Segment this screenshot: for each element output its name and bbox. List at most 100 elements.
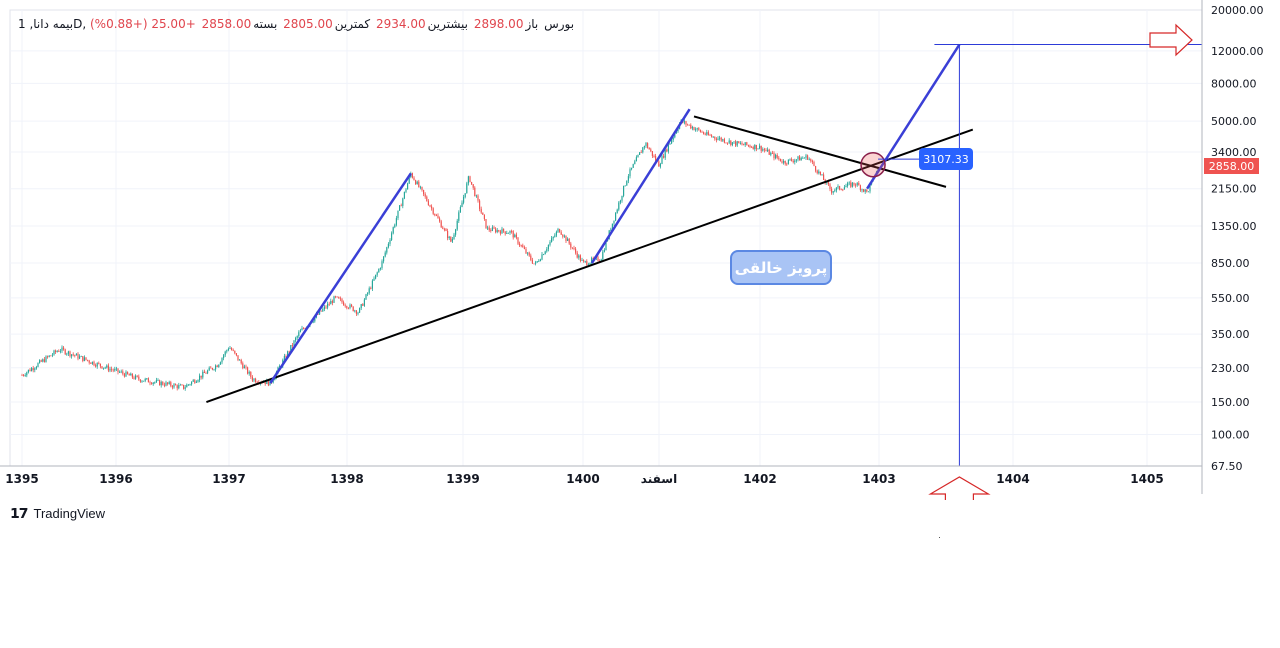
candle-body — [664, 149, 666, 158]
candle-body — [384, 252, 386, 257]
price-callout[interactable]: 3107.33 — [919, 148, 973, 170]
candle-body — [223, 355, 225, 359]
candle-body — [317, 314, 319, 315]
candle-body — [787, 159, 789, 164]
candle-body — [704, 133, 706, 135]
candle-body — [603, 250, 605, 252]
candle-body — [133, 377, 135, 379]
candle-body — [786, 163, 788, 165]
candle-body — [413, 177, 415, 181]
impulse-line — [866, 43, 961, 190]
candle-body — [856, 183, 858, 186]
candle-body — [290, 345, 292, 352]
candle-body — [703, 132, 705, 134]
candle-body — [573, 248, 575, 249]
candle-body — [99, 363, 101, 367]
x-tick-label: 1395 — [5, 472, 38, 486]
tradingview-logo-icon: 𝟭𝟳 — [10, 505, 29, 521]
y-tick-label: 550.00 — [1211, 292, 1250, 305]
candle-body — [39, 360, 41, 364]
candle-body — [739, 143, 741, 144]
candle-body — [232, 350, 234, 351]
x-tick-label: 1405 — [1130, 472, 1163, 486]
candle-body — [439, 218, 441, 222]
candle-body — [242, 363, 244, 369]
candle-body — [106, 365, 108, 368]
candle-body — [114, 368, 116, 371]
candle-body — [783, 160, 785, 163]
candle-body — [464, 193, 466, 198]
candle-body — [194, 380, 196, 383]
candle-body — [48, 355, 50, 357]
candle-body — [96, 363, 98, 367]
tradingview-brand: TradingView — [33, 506, 106, 521]
price-chart[interactable]: 20000.00 12000.00 8000.00 5000.00 3400.00 215… — [0, 0, 1280, 500]
low-value: 2805.00 — [283, 17, 333, 31]
candle-body — [471, 181, 473, 185]
candle-body — [50, 355, 52, 357]
candle-body — [456, 220, 458, 230]
candle-body — [458, 212, 460, 221]
candle-body — [159, 380, 161, 386]
candle-body — [67, 351, 69, 354]
candle-body — [152, 382, 154, 385]
candle-body — [535, 262, 537, 264]
candle-body — [431, 206, 433, 209]
low-label: کمترین — [334, 17, 371, 31]
candle-body — [376, 272, 378, 275]
candle-body — [368, 288, 370, 294]
candle-body — [621, 195, 623, 201]
candle-body — [538, 261, 540, 262]
candle-body — [720, 137, 722, 141]
candle-body — [336, 296, 338, 298]
candle-body — [215, 365, 217, 370]
candle-body — [691, 127, 693, 129]
candle-body — [216, 365, 218, 368]
candle-body — [533, 263, 535, 265]
candle-body — [810, 159, 812, 161]
candle-body — [144, 378, 146, 381]
candle-body — [245, 366, 247, 368]
candle-body — [395, 218, 397, 225]
chart-frame[interactable]: 20000.00 12000.00 8000.00 5000.00 3400.00 215… — [0, 0, 1280, 500]
candle-body — [333, 296, 335, 303]
candle-body — [119, 371, 121, 373]
candle-body — [778, 157, 780, 159]
candle-body — [459, 207, 461, 213]
candle-body — [146, 378, 148, 380]
candle-body — [131, 373, 133, 378]
candle-body — [450, 236, 452, 242]
candle-body — [581, 260, 583, 261]
candle-body — [755, 144, 757, 150]
candle-body — [218, 364, 220, 368]
candle-body — [544, 251, 546, 255]
candle-body — [738, 141, 740, 144]
tradingview-logo[interactable]: 𝟭𝟳 TradingView — [10, 505, 105, 522]
candle-body — [725, 142, 727, 144]
candle-body — [435, 215, 437, 216]
candle-body — [866, 189, 868, 192]
candle-body — [562, 234, 564, 237]
candle-body — [695, 129, 697, 131]
candle-body — [229, 348, 231, 349]
candle-body — [631, 167, 633, 170]
candle-body — [123, 373, 125, 377]
candle-body — [103, 367, 105, 369]
candle-body — [615, 212, 617, 221]
candle-body — [359, 308, 361, 313]
candle-body — [861, 189, 863, 191]
candle-body — [482, 212, 484, 215]
candle-body — [90, 362, 92, 364]
candle-body — [568, 238, 570, 244]
candle-body — [586, 261, 588, 265]
candle-body — [730, 140, 732, 145]
candle-body — [427, 201, 429, 206]
candle-body — [378, 269, 380, 273]
candle-body — [154, 382, 156, 383]
candle-body — [773, 152, 775, 159]
symbol-header: بیمه دانا, 1D, بورس باز2898.00 بیشترین29… — [18, 17, 576, 31]
candle-body — [655, 156, 657, 161]
candle-body — [61, 347, 63, 351]
candle-body — [176, 385, 178, 389]
candle-body — [443, 228, 445, 230]
